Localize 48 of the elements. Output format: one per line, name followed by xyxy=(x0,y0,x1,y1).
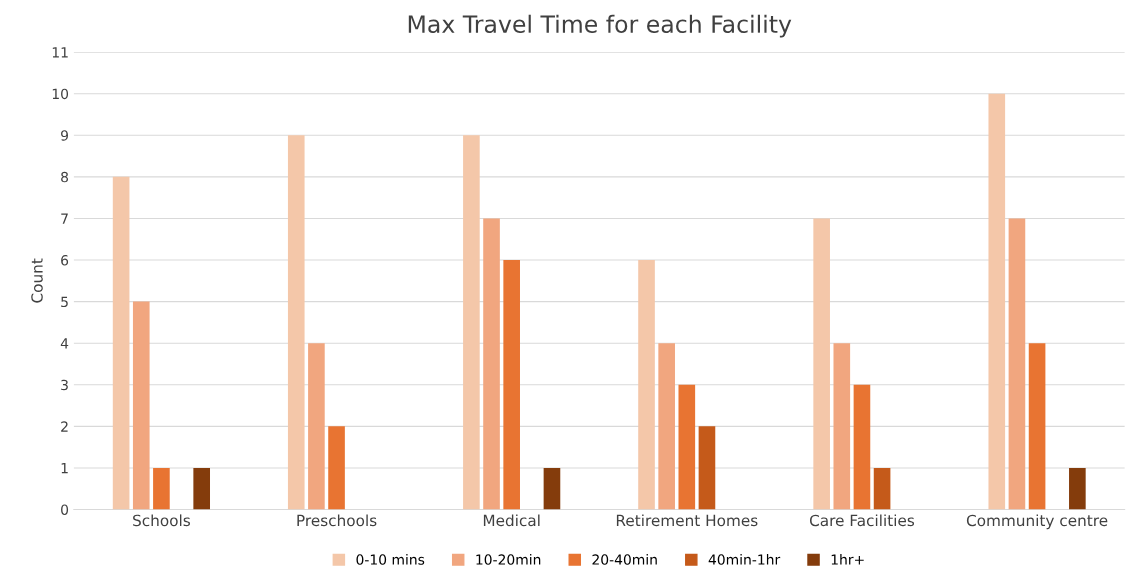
y-tick-label: 7 xyxy=(61,213,68,224)
y-tick-label: 5 xyxy=(61,296,68,308)
bar xyxy=(112,176,130,510)
bar xyxy=(503,260,520,510)
bar xyxy=(1008,218,1026,510)
y-tick-label: 8 xyxy=(61,171,69,183)
bar xyxy=(698,426,716,510)
bar xyxy=(153,467,170,510)
bar xyxy=(1069,467,1086,510)
bar xyxy=(678,384,696,510)
bar xyxy=(463,135,480,510)
bar xyxy=(193,467,211,510)
y-tick-label: 0 xyxy=(61,504,69,515)
bar xyxy=(328,426,345,510)
y-tick-label: 3 xyxy=(61,379,68,391)
y-tick-label: 11 xyxy=(52,47,68,58)
x-tick-label: Medical xyxy=(483,514,540,527)
bar xyxy=(543,467,561,510)
bar xyxy=(308,343,325,510)
bar xyxy=(658,343,675,510)
bar xyxy=(873,467,891,510)
bar xyxy=(1028,343,1046,510)
x-tick-label: Retirement Homes xyxy=(616,514,758,527)
x-tick-label: Preschools xyxy=(297,514,377,527)
bar xyxy=(833,343,851,510)
y-tick-label: 2 xyxy=(61,421,68,432)
y-tick-label: 6 xyxy=(61,254,69,266)
x-tick-label: Community centre xyxy=(966,514,1108,530)
legend-label: 20-40min xyxy=(592,554,657,565)
bar xyxy=(287,135,305,510)
bar xyxy=(483,218,500,510)
chart-title: Max Travel Time for each Facility xyxy=(408,14,792,38)
y-tick-label: 1 xyxy=(61,463,68,474)
bar xyxy=(853,384,871,510)
x-tick-label: Schools xyxy=(133,514,190,527)
legend-label: 1hr+ xyxy=(831,554,864,565)
y-tick-label: 10 xyxy=(52,88,69,100)
bar xyxy=(813,218,830,510)
y-tick-label: 4 xyxy=(60,338,69,349)
legend-label: 0-10 mins xyxy=(356,554,425,565)
bar xyxy=(638,260,655,510)
bar xyxy=(132,301,150,510)
bar xyxy=(988,93,1006,510)
y-tick-label: 9 xyxy=(61,130,68,141)
legend-label: 10-20min xyxy=(476,554,541,565)
x-tick-label: Care Facilities xyxy=(809,514,915,527)
y-axis-title: Count xyxy=(31,258,43,303)
legend-label: 40min-1hr xyxy=(708,554,781,565)
